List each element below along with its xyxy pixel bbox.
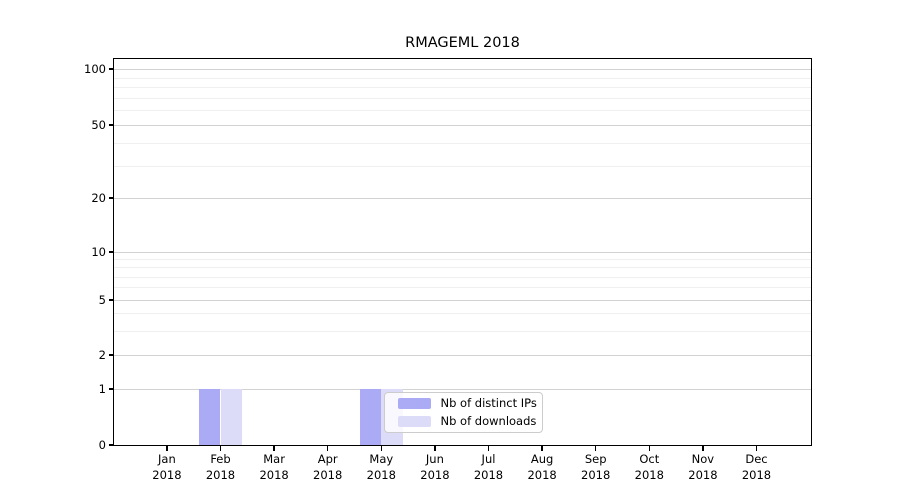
- y-tick-label: 20: [91, 190, 106, 205]
- x-tick-label-line: 2018: [152, 467, 182, 482]
- x-tick-label-line: Feb: [210, 452, 231, 466]
- x-tick-label-line: 2018: [741, 467, 772, 482]
- x-tick-label-line: May: [369, 452, 394, 466]
- gridline-minor: [114, 77, 811, 79]
- y-tick-label: 10: [91, 244, 106, 259]
- gridline-minor: [114, 142, 811, 144]
- x-tick-label: Nov 2018: [673, 452, 733, 483]
- gridline-major: [114, 69, 811, 70]
- gridline-minor: [114, 276, 811, 278]
- y-tick-mark: [109, 68, 114, 70]
- x-tick-label: Jun 2018: [405, 452, 465, 483]
- x-tick-mark: [380, 446, 383, 451]
- x-tick-label-line: Apr: [317, 452, 338, 466]
- gridline-major: [114, 389, 811, 390]
- y-tick-mark: [109, 354, 114, 356]
- x-tick-label: Dec 2018: [727, 452, 787, 483]
- gridline-minor: [114, 267, 811, 269]
- x-tick-label: Jul 2018: [459, 452, 519, 483]
- x-tick-label-line: 2018: [420, 467, 450, 482]
- x-tick-label-line: Jan: [158, 452, 176, 466]
- y-tick-mark: [109, 299, 114, 301]
- x-tick-label: May 2018: [351, 452, 411, 483]
- gridline-minor: [114, 259, 811, 261]
- x-tick-label-line: 2018: [581, 467, 611, 482]
- legend-swatch-distinct-ips: [397, 397, 431, 409]
- y-tick-label: 0: [98, 437, 106, 452]
- legend-label-downloads: Nb of downloads: [440, 414, 537, 429]
- x-tick-label-line: 2018: [259, 467, 289, 482]
- legend-item-distinct-ips: Nb of distinct IPs: [397, 396, 543, 411]
- x-tick-label-line: Jun: [425, 452, 444, 466]
- y-tick-label: 50: [91, 117, 106, 132]
- x-tick-label-line: Dec: [745, 452, 768, 466]
- x-tick-label-line: 2018: [313, 467, 343, 482]
- x-tick-label-line: Nov: [691, 452, 715, 466]
- gridline-minor: [114, 165, 811, 167]
- y-tick-mark: [109, 444, 114, 446]
- bar-downloads-feb: [220, 389, 242, 445]
- x-tick-label-line: Oct: [639, 452, 660, 466]
- x-tick-label-line: 2018: [634, 467, 664, 482]
- x-tick-mark: [648, 446, 651, 451]
- x-tick-label: Aug 2018: [512, 452, 572, 483]
- x-tick-label: Sep 2018: [566, 452, 626, 483]
- y-tick-mark: [109, 124, 114, 126]
- y-tick-mark: [109, 251, 114, 253]
- x-tick-label-line: Jul: [481, 452, 496, 466]
- x-tick-label-line: Sep: [584, 452, 607, 466]
- gridline-minor: [114, 313, 811, 315]
- y-tick-mark: [109, 388, 114, 390]
- x-tick-label-line: Aug: [530, 452, 554, 466]
- gridline-minor: [114, 110, 811, 112]
- x-tick-label-line: Mar: [263, 452, 285, 466]
- y-tick-label: 5: [98, 292, 106, 307]
- x-tick-label: Mar 2018: [244, 452, 304, 483]
- x-tick-label-line: 2018: [473, 467, 504, 482]
- x-tick-mark: [273, 446, 275, 451]
- bar-distinct-ips-feb: [199, 389, 221, 445]
- x-tick-mark: [541, 446, 543, 451]
- x-tick-mark: [487, 446, 490, 451]
- y-tick-label: 2: [98, 347, 106, 362]
- gridline-minor: [114, 97, 811, 99]
- x-tick-mark: [326, 446, 329, 451]
- x-tick-mark: [219, 446, 222, 451]
- x-tick-label-line: 2018: [527, 467, 557, 482]
- plot-area: Nb of distinct IPs Nb of downloads: [113, 58, 812, 446]
- gridline-minor: [114, 330, 811, 332]
- x-tick-label: Oct 2018: [619, 452, 679, 483]
- x-tick-label-line: 2018: [688, 467, 718, 482]
- gridline-major: [114, 198, 811, 199]
- x-tick-label-line: 2018: [366, 467, 396, 482]
- gridline-minor: [114, 287, 811, 289]
- y-tick-mark: [109, 197, 114, 199]
- bar-distinct-ips-may: [359, 389, 382, 445]
- gridline-major: [114, 252, 811, 253]
- x-tick-mark: [594, 446, 597, 451]
- chart-title: RMAGEML 2018: [405, 35, 520, 51]
- gridline-minor: [114, 87, 811, 89]
- y-tick-label: 1: [98, 381, 106, 396]
- x-tick-label: Feb 2018: [191, 452, 251, 483]
- legend-label-distinct-ips: Nb of distinct IPs: [440, 396, 537, 411]
- y-tick-label: 100: [84, 61, 106, 76]
- x-tick-label-line: 2018: [205, 467, 236, 482]
- gridline-major: [114, 125, 811, 126]
- legend-item-downloads: Nb of downloads: [397, 414, 543, 429]
- x-tick-mark: [755, 446, 758, 451]
- gridline-major: [114, 300, 811, 301]
- x-tick-label: Jan 2018: [137, 452, 197, 483]
- x-tick-mark: [434, 446, 436, 451]
- gridline-major: [114, 355, 811, 356]
- x-tick-mark: [166, 446, 168, 451]
- legend: Nb of distinct IPs Nb of downloads: [383, 391, 543, 433]
- x-tick-label: Apr 2018: [298, 452, 358, 483]
- x-tick-mark: [702, 446, 704, 451]
- legend-swatch-downloads: [397, 415, 431, 427]
